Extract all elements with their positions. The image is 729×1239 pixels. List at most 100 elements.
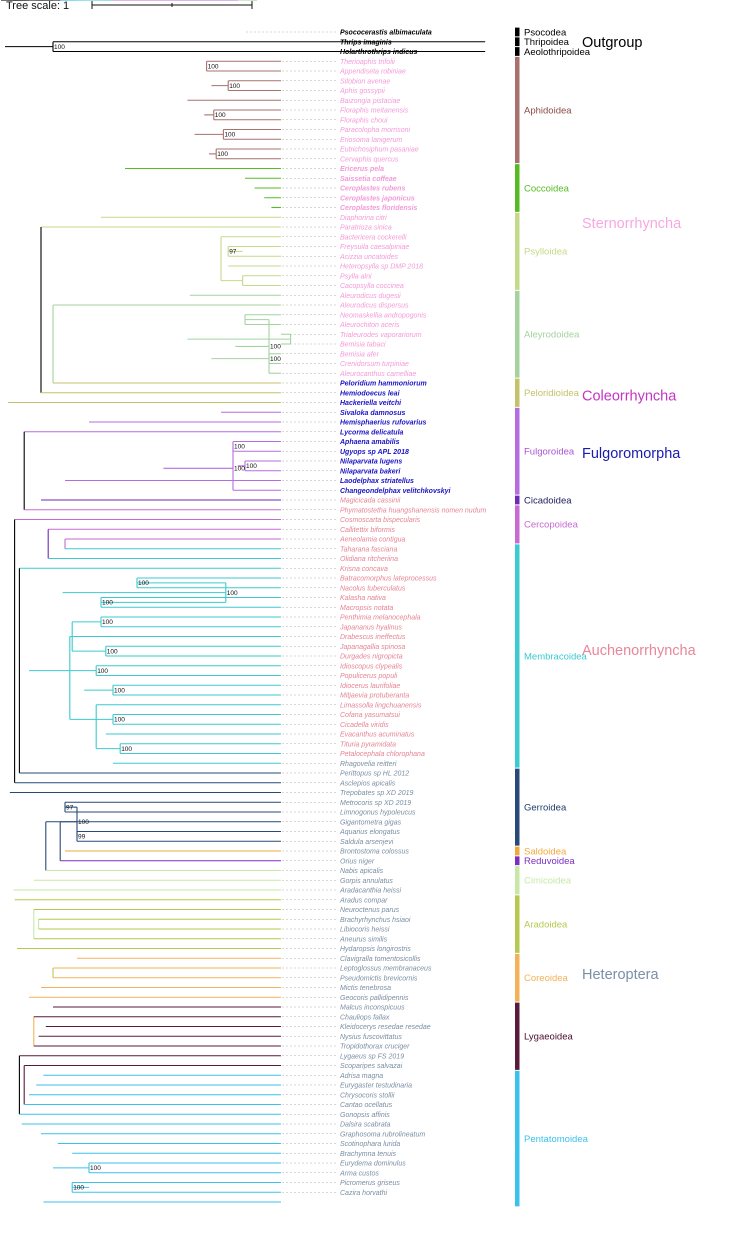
bootstrap-support: 100 xyxy=(215,112,226,119)
taxon-label: Cazira horvathi xyxy=(340,1190,388,1197)
taxon-label: Aleurocanthus camelliae xyxy=(339,371,416,378)
taxon-label: Aleurodicus dispersus xyxy=(339,303,409,310)
taxon-label: Brontostoma colossus xyxy=(340,849,409,856)
superfamily-bar xyxy=(515,47,520,56)
taxon-label: Penthimia melanocephala xyxy=(340,615,421,622)
bootstrap-support: 97 xyxy=(54,0,62,2)
bootstrap-support: 98 xyxy=(265,0,273,2)
taxon-label: Perittopus sp HL 2012 xyxy=(340,771,409,778)
taxon-label: Krisna concava xyxy=(340,566,388,573)
bootstrap-support: 100 xyxy=(85,0,96,2)
taxon-label: Populicerus populi xyxy=(340,673,398,680)
bootstrap-support: 100 xyxy=(54,0,65,2)
bootstrap-support: 100 xyxy=(78,0,89,2)
taxon-label: Dalsira scabrata xyxy=(340,1122,391,1129)
taxon-label: Evacanthus acuminatus xyxy=(340,732,415,739)
bootstrap-support: 97 xyxy=(229,249,237,256)
bootstrap-support: 100 xyxy=(90,1165,101,1172)
bootstrap-support: 80 xyxy=(25,0,33,2)
superfamily-bar xyxy=(515,212,520,290)
superfamily-bar xyxy=(515,495,520,505)
taxon-label: Floraphis choui xyxy=(340,117,388,124)
bootstrap-support: 100 xyxy=(42,0,53,2)
bootstrap-support: 100 xyxy=(208,0,219,2)
taxon-label: Gigantometra gigas xyxy=(340,819,402,826)
bootstrap-support: 100 xyxy=(23,0,34,2)
taxon-label: Hackeriella veitchi xyxy=(340,400,402,407)
bootstrap-support: 100 xyxy=(54,0,65,2)
superfamily-label: Pentatomoidea xyxy=(524,1134,589,1145)
bootstrap-support: 100 xyxy=(30,0,41,2)
superfamily-bar xyxy=(515,856,520,866)
taxon-label: Chrysocoris stollii xyxy=(340,1092,395,1099)
taxon-label: Nilaparvata bakeri xyxy=(340,468,401,475)
taxon-label: Aphis gossypii xyxy=(339,88,385,95)
bootstrap-support: 100 xyxy=(212,0,223,2)
bootstrap-support: 100 xyxy=(229,83,240,90)
bootstrap-support: 100 xyxy=(97,0,108,2)
bootstrap-support: 97 xyxy=(205,0,213,2)
bootstrap-support: 98 xyxy=(16,0,24,2)
taxon-label: Eurydema dominulus xyxy=(340,1161,406,1168)
superfamily-label: Psocodea xyxy=(524,27,567,38)
bootstrap-support: 100 xyxy=(164,0,175,2)
superfamily-label: Aeolothripoidea xyxy=(524,47,591,58)
taxon-label: Kalasha nativa xyxy=(340,595,386,602)
taxon-label: Aradus compar xyxy=(339,897,388,904)
taxon-label: Hemiodoecus leai xyxy=(340,390,401,397)
taxon-label: Libiocoris heissi xyxy=(340,927,390,934)
taxon-label: Aphaena amabilis xyxy=(339,439,400,446)
superfamily-label: Aleyrodoidea xyxy=(524,330,580,341)
taxon-label: Trepobates sp XD 2019 xyxy=(340,790,414,797)
bootstrap-support: 100 xyxy=(9,0,20,2)
superfamily-label: Reduvoidea xyxy=(524,856,575,867)
bootstrap-support: 100 xyxy=(59,0,70,2)
taxon-label: Saissetia coffeae xyxy=(340,176,397,183)
taxon-label: Trialeurodes vaporariorum xyxy=(340,332,422,339)
taxon-label: Japanagallia spinosa xyxy=(339,644,405,651)
taxon-label: Callitettix biformis xyxy=(340,527,395,534)
superfamily-label: Aphidoidea xyxy=(524,105,572,116)
taxon-label: Eurygaster testudinaria xyxy=(340,1083,412,1090)
taxon-label: Neomaskellia andropogonis xyxy=(340,312,427,319)
taxon-label: Bemisia afer xyxy=(340,351,380,358)
taxon-label: Psylla alni xyxy=(340,273,372,280)
taxon-label: Ceroplastes rubens xyxy=(340,186,405,193)
bootstrap-support: 99 xyxy=(90,0,98,2)
bootstrap-support: 91 xyxy=(54,0,62,2)
taxon-label: Tituria pyramidata xyxy=(340,741,396,748)
taxon-label: Cervaphis quercus xyxy=(340,156,399,163)
bootstrap-support: 100 xyxy=(20,0,31,2)
bootstrap-support: 100 xyxy=(188,0,199,2)
superfamily-bar xyxy=(515,407,520,495)
taxon-label: Adrisa magna xyxy=(339,1073,383,1080)
taxon-label: Batracomorphus lateprocessus xyxy=(340,576,437,583)
taxon-label: Malcus inconspicuus xyxy=(340,1005,405,1012)
taxon-label: Paratrioza sinica xyxy=(340,225,392,232)
bootstrap-support: 100 xyxy=(239,0,250,2)
taxon-label: Metrocoris sp XD 2019 xyxy=(340,800,411,807)
bootstrap-support: 100 xyxy=(234,444,245,451)
bootstrap-support: 100 xyxy=(18,0,29,2)
bootstrap-support: 100 xyxy=(256,0,267,2)
bootstrap-support: 100 xyxy=(25,0,36,2)
bootstrap-support: 100 xyxy=(73,0,84,2)
bootstrap-support: 98 xyxy=(30,0,38,2)
superfamily-bar xyxy=(515,505,520,544)
bootstrap-support: 100 xyxy=(54,44,65,51)
bootstrap-support: 100 xyxy=(234,466,245,473)
bootstrap-support: 100 xyxy=(35,0,46,2)
taxon-label: Neuroctenus parus xyxy=(340,907,400,914)
bootstrap-support: 100 xyxy=(42,0,53,2)
superfamily-bar xyxy=(515,27,520,37)
taxon-label: Gonopsis affinis xyxy=(340,1112,390,1119)
taxon-label: Phymatostetha huangshanensis nomen nudum xyxy=(340,507,486,514)
tree-scale-label: Tree scale: 1 xyxy=(6,0,69,12)
bootstrap-support: 100 xyxy=(35,0,46,2)
taxon-label: Macropsis notata xyxy=(340,605,393,612)
taxon-label: Cacopsylla coccinea xyxy=(340,283,404,290)
bootstrap-support: 100 xyxy=(114,687,125,694)
bootstrap-support: 100 xyxy=(90,0,101,2)
bootstrap-support: 100 xyxy=(28,0,39,2)
